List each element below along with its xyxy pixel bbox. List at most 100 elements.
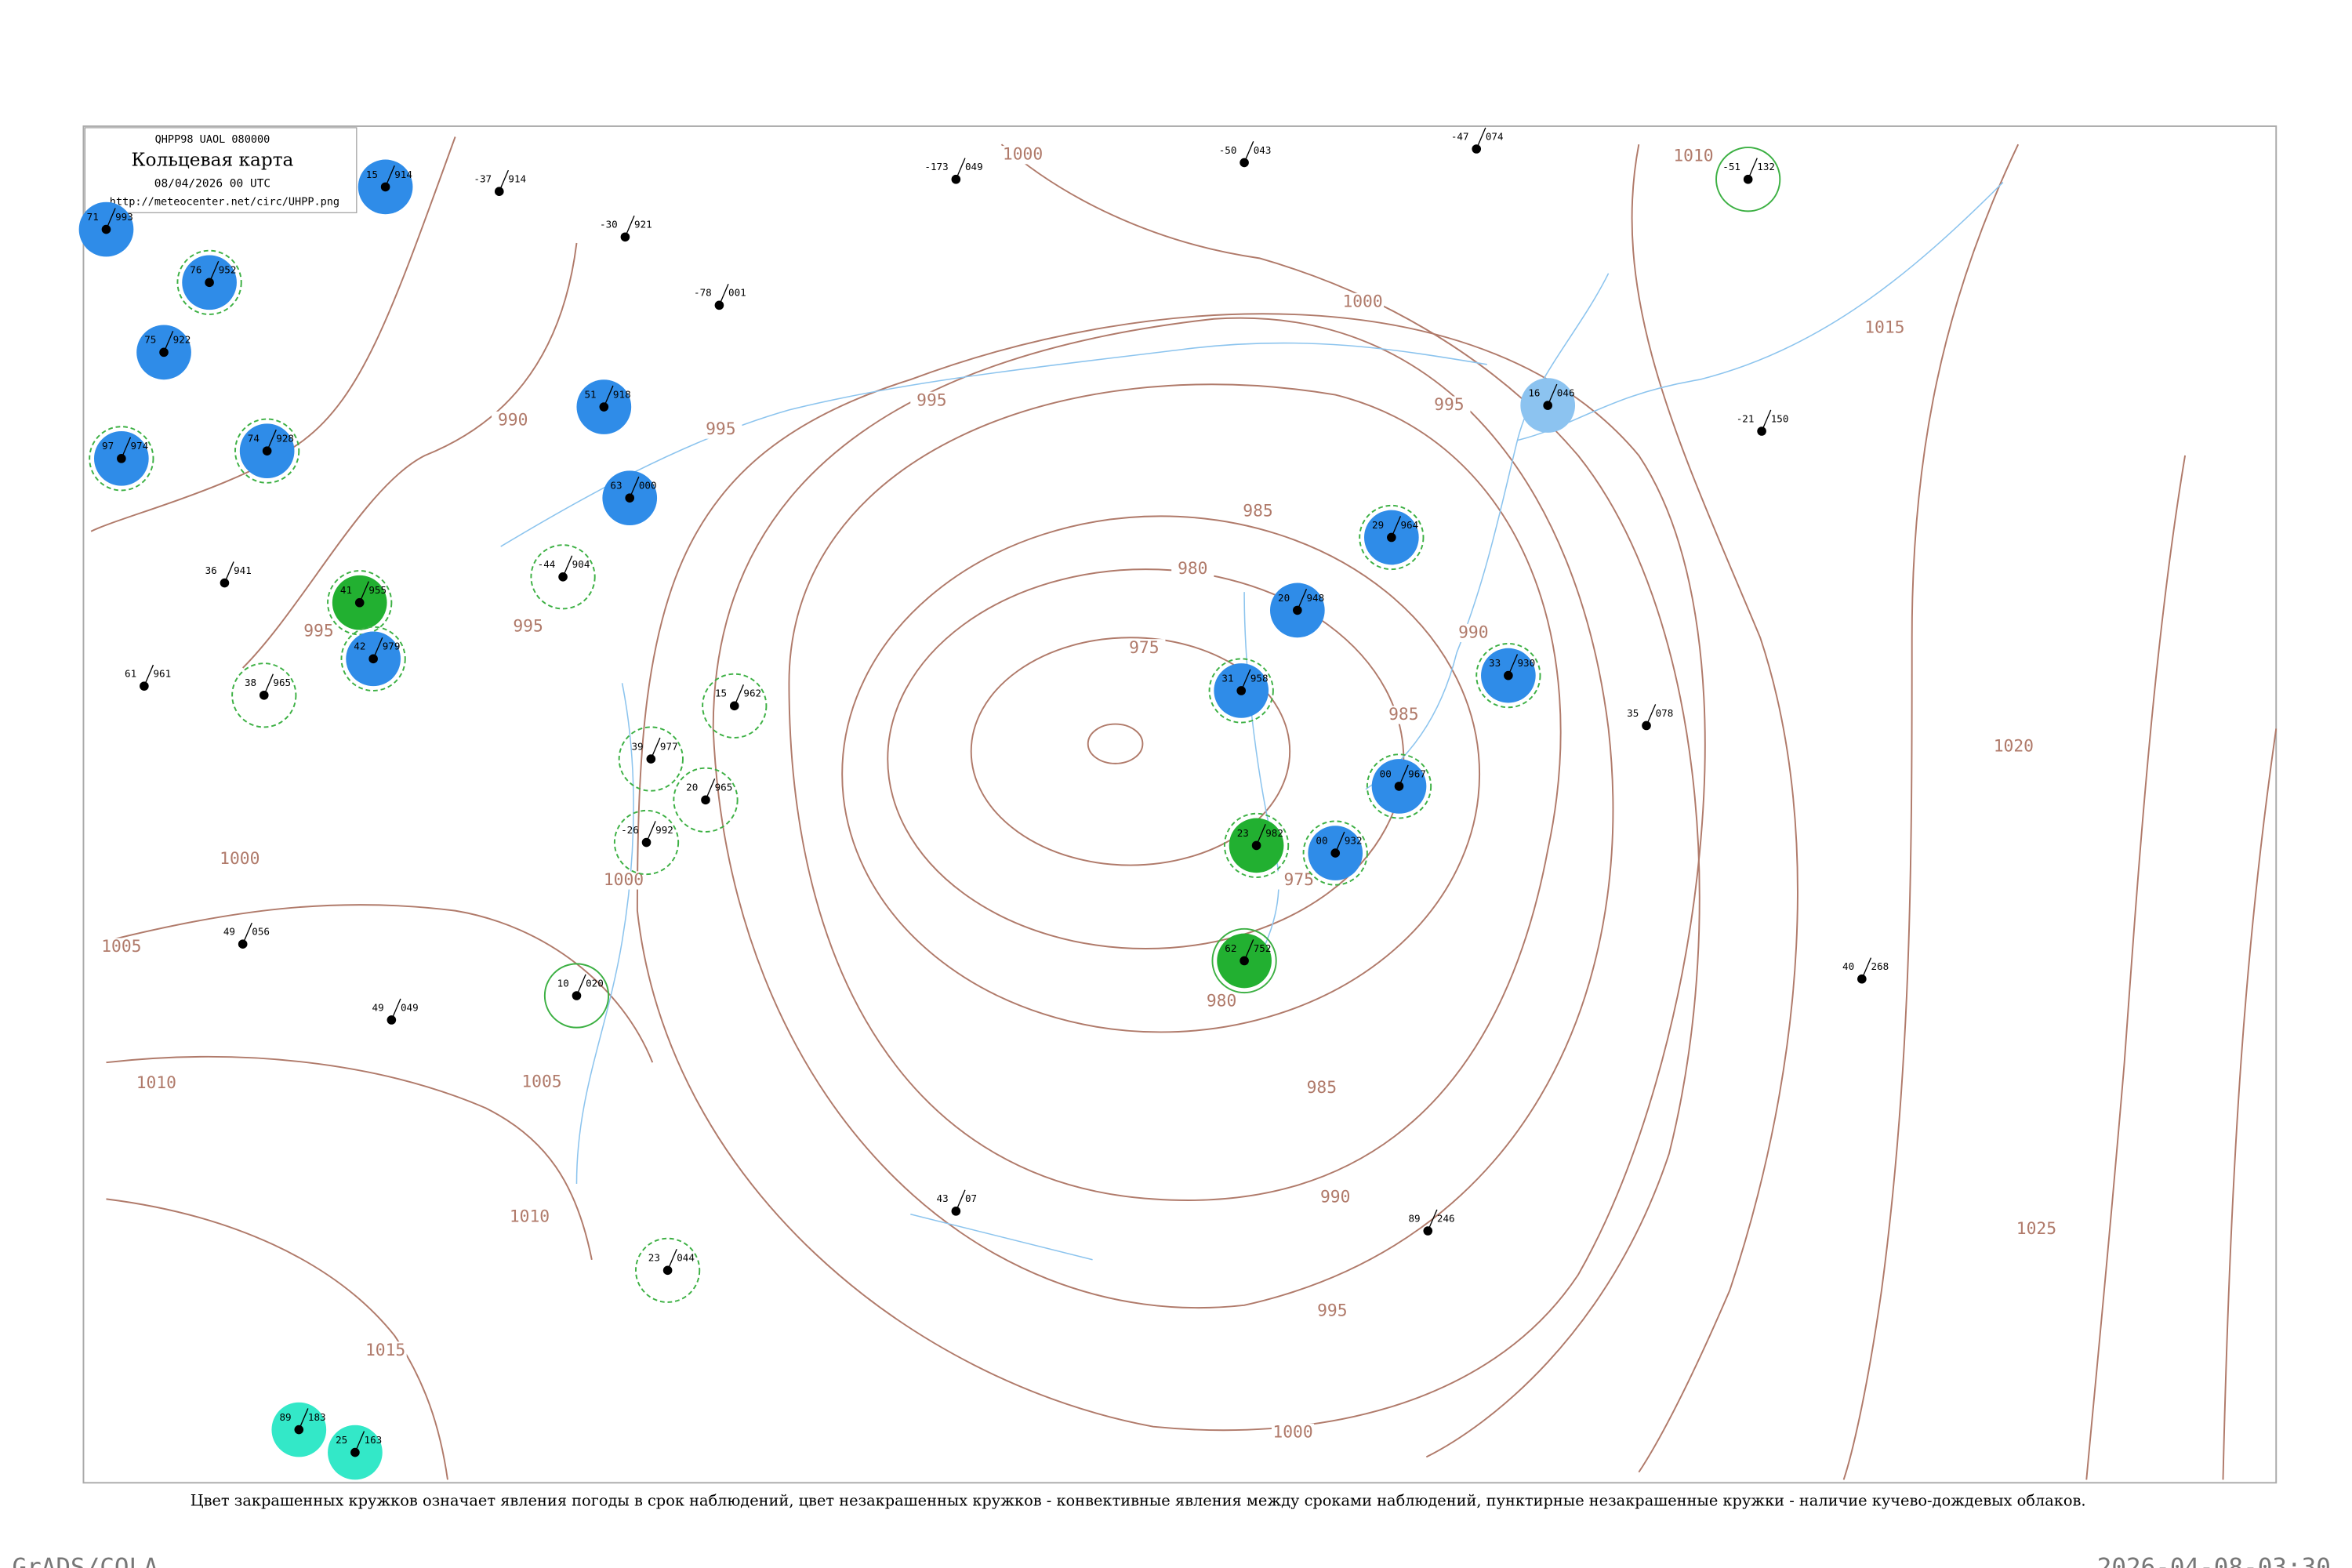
isobar-label-bg <box>520 1073 564 1091</box>
isobar-label: 990 <box>1320 1187 1350 1207</box>
station-temp: 35 <box>1627 707 1639 719</box>
wind-barb <box>629 476 640 499</box>
isobar-label: 1000 <box>1003 145 1043 165</box>
wind-barb <box>1646 704 1657 726</box>
station-temp: 25 <box>336 1434 347 1446</box>
wind-barb <box>1334 831 1345 854</box>
station-temp: 23 <box>1237 827 1249 839</box>
wind-barb <box>575 974 586 996</box>
station-pressure: 056 <box>252 926 270 938</box>
station-dot <box>1240 956 1249 966</box>
station-dot <box>951 174 961 184</box>
station-ring <box>673 767 739 833</box>
wind-barb <box>562 555 573 578</box>
station-pressure: 993 <box>115 211 133 223</box>
station-pressure: 043 <box>1254 144 1272 156</box>
station-ring <box>618 726 684 792</box>
wind-barb <box>645 821 656 843</box>
station-pressure: 904 <box>572 558 590 570</box>
station-ring <box>1366 753 1432 819</box>
station-pressure: 961 <box>153 668 171 680</box>
isobar-label-bg <box>1171 560 1214 579</box>
station-pressure: 001 <box>728 287 746 299</box>
isobar-label: 980 <box>1207 992 1236 1011</box>
wind-barb <box>105 208 116 230</box>
station-temp: 20 <box>1278 592 1290 604</box>
isobar-labels: 9759809859909959951000100010051010101010… <box>100 145 2058 1443</box>
station-ring <box>234 418 300 484</box>
wind-barb <box>1761 409 1772 432</box>
station-temp: -78 <box>694 287 712 299</box>
station-pressure: 049 <box>965 161 983 172</box>
station-temp: 10 <box>557 977 569 989</box>
map-frame <box>82 125 2278 1484</box>
isobars <box>90 136 2278 1480</box>
wind-barb <box>1427 1209 1438 1232</box>
station-temp: 33 <box>1489 657 1501 669</box>
station-dot <box>1743 174 1753 184</box>
station-pressure: 914 <box>508 173 526 185</box>
wind-barb <box>499 169 510 192</box>
station-ring <box>176 249 242 315</box>
station-pressure: 020 <box>586 977 604 989</box>
station-pressure: 150 <box>1771 412 1789 424</box>
station-temp: 61 <box>125 668 136 680</box>
station-temp: 89 <box>279 1411 291 1423</box>
isobar-label-bg <box>1311 1301 1354 1321</box>
station-temp: 51 <box>584 388 596 400</box>
isobar-label-bg <box>1236 502 1279 521</box>
station-pressure: 965 <box>273 677 291 688</box>
wind-barb <box>121 437 132 459</box>
wind-barb <box>242 922 252 945</box>
station-ring <box>327 570 393 636</box>
isobar-label: 1025 <box>2016 1219 2056 1239</box>
station-pressure: 977 <box>660 740 678 752</box>
station-temp: -47 <box>1451 130 1469 142</box>
isobar-label: 985 <box>1388 705 1418 724</box>
station-ring <box>1359 504 1425 571</box>
wind-barb <box>955 1189 966 1212</box>
station-pressure: 941 <box>234 564 252 576</box>
station-temp: 36 <box>205 564 217 576</box>
station-temp: -26 <box>621 824 639 836</box>
station-temp: 00 <box>1316 834 1327 846</box>
station-pressure: 979 <box>383 641 401 652</box>
wind-barb <box>1748 158 1758 180</box>
station-pressure: 918 <box>613 388 631 400</box>
station-pressure: 962 <box>743 688 761 699</box>
wind-barb <box>1861 957 1872 979</box>
isobar-label-bg <box>1001 146 1044 165</box>
isobar-label-bg <box>218 850 261 869</box>
isobar-label-bg <box>506 618 550 637</box>
isobar-label: 1015 <box>1864 318 1904 337</box>
isobar-label-bg <box>1452 623 1495 643</box>
isobar-label-bg <box>1428 396 1471 415</box>
isobar-label: 1000 <box>1342 292 1382 311</box>
station-pressure: 049 <box>401 1001 419 1013</box>
station-pressure: 752 <box>1254 942 1272 954</box>
isobar-label: 980 <box>1178 559 1207 579</box>
station-temp: -51 <box>1722 161 1740 172</box>
isobar-label: 1005 <box>101 937 141 956</box>
station-pressure: 932 <box>1345 834 1363 846</box>
station-pressure: 000 <box>639 480 657 492</box>
isobar-label-bg <box>100 938 143 956</box>
isobar-label-bg <box>508 1207 551 1227</box>
station-pressure: 07 <box>965 1192 977 1204</box>
wind-barb <box>624 215 635 238</box>
isobar-label: 995 <box>706 419 735 439</box>
station-temp: 63 <box>610 480 622 492</box>
station-pressure: 930 <box>1517 657 1535 669</box>
station-pressure: 183 <box>308 1411 326 1423</box>
station-temp: 75 <box>144 334 156 346</box>
isobar-label-bg <box>1277 871 1320 890</box>
station-dot <box>1387 532 1396 543</box>
station-dot <box>159 347 169 358</box>
station-ring <box>340 626 406 691</box>
isobar-label-bg <box>1271 1423 1315 1443</box>
isobar-label-bg <box>699 420 742 439</box>
station-ring <box>530 544 596 610</box>
wind-barb <box>163 330 174 353</box>
station-temp: 43 <box>937 1192 949 1204</box>
